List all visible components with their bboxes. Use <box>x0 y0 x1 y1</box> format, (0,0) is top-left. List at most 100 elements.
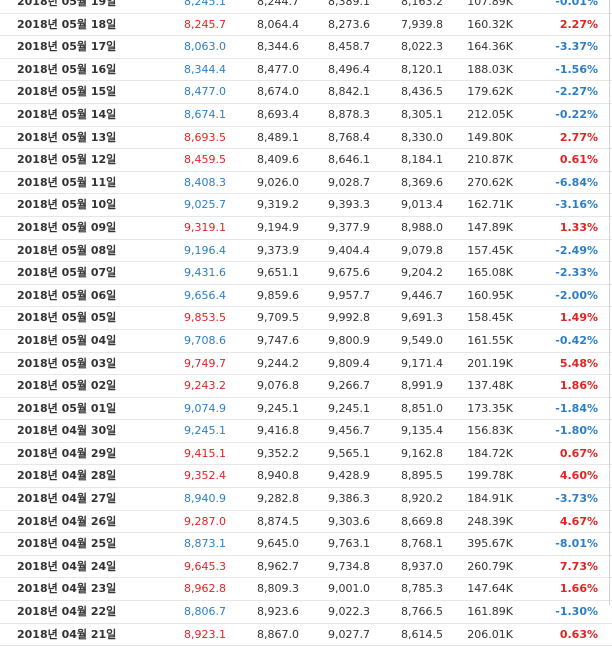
date-cell: 2018년 05월 03일 <box>17 356 117 370</box>
volume-cell: 164.36K <box>467 40 513 54</box>
change-cell: -2.33% <box>555 266 598 280</box>
close-cell: 8,806.7 <box>184 605 226 619</box>
change-cell: -1.56% <box>555 62 598 76</box>
high-cell: 9,734.8 <box>328 559 370 573</box>
open-cell: 8,874.5 <box>257 514 299 528</box>
close-cell: 8,477.0 <box>184 85 226 99</box>
volume-cell: 161.55K <box>467 333 513 347</box>
close-cell: 8,693.5 <box>184 130 226 144</box>
close-cell: 8,408.3 <box>184 175 226 189</box>
table-row: 2018년 05월 12일 8,459.5 8,409.6 8,646.1 8,184.… <box>0 149 612 172</box>
low-cell: 8,184.1 <box>401 153 443 167</box>
volume-cell: 184.72K <box>467 446 513 460</box>
date-cell: 2018년 05월 10일 <box>17 198 117 212</box>
change-cell: 1.49% <box>559 311 598 325</box>
high-cell: 9,001.0 <box>328 582 370 596</box>
low-cell: 9,171.4 <box>401 356 443 370</box>
high-cell: 9,763.1 <box>328 537 370 551</box>
low-cell: 8,768.1 <box>401 537 443 551</box>
change-cell: -2.27% <box>555 85 598 99</box>
table-row: 2018년 05월 07일 9,431.6 9,651.1 9,675.6 9,204.… <box>0 262 612 285</box>
close-cell: 9,243.2 <box>184 379 226 393</box>
open-cell: 9,645.0 <box>257 537 299 551</box>
open-cell: 9,076.8 <box>257 379 299 393</box>
table-row: 2018년 05월 08일 9,196.4 9,373.9 9,404.4 9,079.… <box>0 240 612 263</box>
low-cell: 8,669.8 <box>401 514 443 528</box>
high-cell: 9,957.7 <box>328 288 370 302</box>
high-cell: 8,273.6 <box>328 17 370 31</box>
change-cell: -3.73% <box>555 492 598 506</box>
volume-cell: 137.48K <box>467 379 513 393</box>
table-row: 2018년 05월 01일 9,074.9 9,245.1 9,245.1 8,851.… <box>0 398 612 421</box>
change-cell: 7.73% <box>559 559 598 573</box>
open-cell: 8,962.7 <box>257 559 299 573</box>
change-cell: 0.67% <box>559 446 598 460</box>
low-cell: 8,163.2 <box>401 0 443 8</box>
date-cell: 2018년 04월 30일 <box>17 424 117 438</box>
change-cell: 1.86% <box>559 379 598 393</box>
high-cell: 9,245.1 <box>328 401 370 415</box>
table-row: 2018년 04월 25일 8,873.1 9,645.0 9,763.1 8,768.… <box>0 533 612 556</box>
date-cell: 2018년 05월 08일 <box>17 243 117 257</box>
table-row: 2018년 05월 05일 9,853.5 9,709.5 9,992.8 9,691.… <box>0 307 612 330</box>
volume-cell: 161.89K <box>467 605 513 619</box>
high-cell: 8,646.1 <box>328 153 370 167</box>
low-cell: 9,079.8 <box>401 243 443 257</box>
date-cell: 2018년 05월 11일 <box>17 175 117 189</box>
low-cell: 8,022.3 <box>401 40 443 54</box>
date-cell: 2018년 04월 22일 <box>17 605 117 619</box>
close-cell: 9,025.7 <box>184 198 226 212</box>
high-cell: 8,878.3 <box>328 107 370 121</box>
close-cell: 8,873.1 <box>184 537 226 551</box>
change-cell: -0.42% <box>555 333 598 347</box>
volume-cell: 184.91K <box>467 492 513 506</box>
date-cell: 2018년 04월 29일 <box>17 446 117 460</box>
open-cell: 9,859.6 <box>257 288 299 302</box>
low-cell: 8,766.5 <box>401 605 443 619</box>
date-cell: 2018년 05월 09일 <box>17 220 117 234</box>
table-row: 2018년 05월 02일 9,243.2 9,076.8 9,266.7 8,991.… <box>0 375 612 398</box>
open-cell: 9,651.1 <box>257 266 299 280</box>
open-cell: 9,416.8 <box>257 424 299 438</box>
date-cell: 2018년 05월 02일 <box>17 379 117 393</box>
open-cell: 9,194.9 <box>257 220 299 234</box>
change-cell: -2.49% <box>555 243 598 257</box>
date-cell: 2018년 05월 19일 <box>17 0 117 8</box>
change-cell: -2.00% <box>555 288 598 302</box>
volume-cell: 147.89K <box>467 220 513 234</box>
low-cell: 8,369.6 <box>401 175 443 189</box>
date-cell: 2018년 05월 16일 <box>17 62 117 76</box>
close-cell: 9,196.4 <box>184 243 226 257</box>
close-cell: 9,656.4 <box>184 288 226 302</box>
close-cell: 8,923.1 <box>184 627 226 641</box>
change-cell: 1.66% <box>559 582 598 596</box>
low-cell: 9,549.0 <box>401 333 443 347</box>
date-cell: 2018년 04월 25일 <box>17 537 117 551</box>
change-cell: -1.30% <box>555 605 598 619</box>
open-cell: 9,244.2 <box>257 356 299 370</box>
volume-cell: 212.05K <box>467 107 513 121</box>
close-cell: 8,962.8 <box>184 582 226 596</box>
volume-cell: 188.03K <box>467 62 513 76</box>
volume-cell: 158.45K <box>467 311 513 325</box>
change-cell: 4.60% <box>559 469 598 483</box>
table-row: 2018년 05월 18일 8,245.7 8,064.4 8,273.6 7,939.… <box>0 14 612 37</box>
open-cell: 8,940.8 <box>257 469 299 483</box>
change-cell: -6.84% <box>555 175 598 189</box>
date-cell: 2018년 05월 15일 <box>17 85 117 99</box>
table-row: 2018년 05월 03일 9,749.7 9,244.2 9,809.4 9,171.… <box>0 353 612 376</box>
low-cell: 9,204.2 <box>401 266 443 280</box>
table-row: 2018년 05월 13일 8,693.5 8,489.1 8,768.4 8,330.… <box>0 127 612 150</box>
open-cell: 8,923.6 <box>257 605 299 619</box>
high-cell: 9,266.7 <box>328 379 370 393</box>
open-cell: 9,245.1 <box>257 401 299 415</box>
table-row: 2018년 05월 14일 8,674.1 8,693.4 8,878.3 8,305.… <box>0 104 612 127</box>
close-cell: 9,708.6 <box>184 333 226 347</box>
low-cell: 8,330.0 <box>401 130 443 144</box>
low-cell: 9,135.4 <box>401 424 443 438</box>
table-row: 2018년 05월 04일 9,708.6 9,747.6 9,800.9 9,549.… <box>0 330 612 353</box>
close-cell: 9,074.9 <box>184 401 226 415</box>
low-cell: 8,120.1 <box>401 62 443 76</box>
change-cell: -1.84% <box>555 401 598 415</box>
